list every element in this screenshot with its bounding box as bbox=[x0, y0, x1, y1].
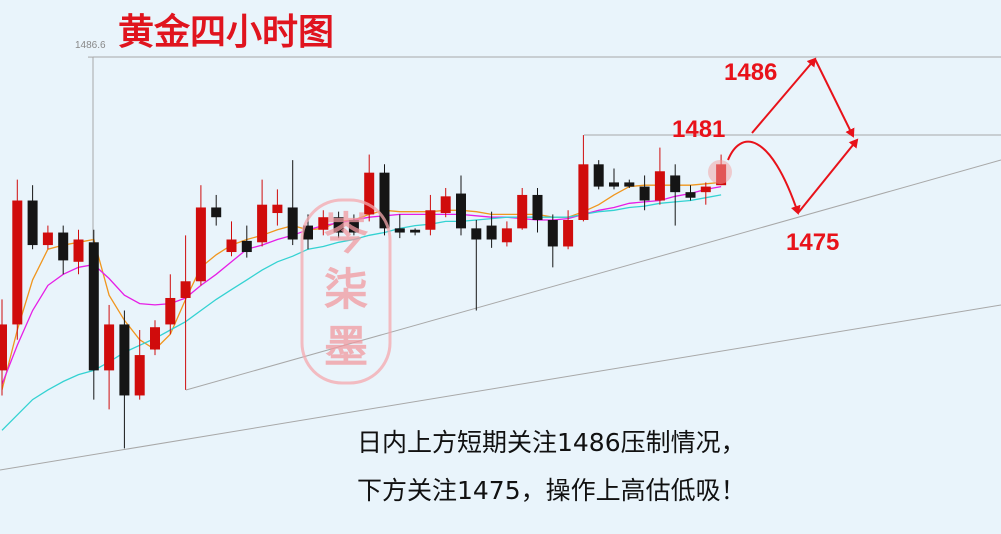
candle-body bbox=[333, 217, 344, 233]
candle-body bbox=[685, 192, 696, 198]
candle-body bbox=[563, 220, 574, 247]
candle-body bbox=[27, 200, 38, 246]
candle-body bbox=[226, 239, 237, 253]
candle-body bbox=[272, 204, 283, 214]
candle-body bbox=[532, 194, 543, 221]
candle-body bbox=[104, 324, 115, 371]
watermark-char: 柒 bbox=[324, 265, 368, 316]
candle-body bbox=[0, 324, 7, 371]
ma-line bbox=[1, 185, 722, 385]
candle-body bbox=[609, 182, 619, 187]
candle-body bbox=[639, 186, 650, 201]
plot bbox=[0, 135, 727, 449]
candle-body bbox=[348, 220, 359, 233]
candle-body bbox=[42, 232, 53, 246]
watermark-char: 岑 bbox=[324, 209, 369, 260]
watermark-frame bbox=[300, 198, 392, 385]
candle-body bbox=[119, 324, 130, 396]
candle-body bbox=[88, 242, 99, 371]
arrow bbox=[751, 57, 817, 134]
forecast-arrows bbox=[727, 57, 859, 215]
arrow bbox=[797, 138, 859, 214]
candle-body bbox=[211, 207, 222, 218]
candle-body bbox=[364, 172, 375, 215]
trend-line bbox=[185, 159, 1001, 391]
candle-body bbox=[257, 204, 268, 243]
candle-body bbox=[624, 182, 635, 187]
candle-body bbox=[700, 186, 711, 193]
ma-line bbox=[1, 181, 722, 391]
trend-line bbox=[0, 304, 1001, 471]
candle-body bbox=[593, 164, 604, 187]
candle-body bbox=[12, 200, 23, 325]
candle-body bbox=[501, 228, 512, 243]
candle-body bbox=[471, 228, 482, 240]
candle-body bbox=[303, 225, 313, 240]
note-text: 日内上方短期关注1486压制情况， bbox=[357, 428, 746, 457]
annotation: 1481 bbox=[672, 116, 725, 143]
candle-body bbox=[287, 207, 298, 240]
chart-title: 黄金四小时图 bbox=[118, 11, 334, 53]
y-tick-label: 1486.6 bbox=[75, 40, 106, 51]
watermark-char: 墨 bbox=[324, 322, 368, 373]
arrow bbox=[814, 58, 855, 138]
candle-body bbox=[486, 225, 497, 240]
candle-body bbox=[134, 355, 145, 396]
candle-body bbox=[150, 327, 160, 350]
candle-body bbox=[425, 210, 436, 230]
annotation: 1486 bbox=[724, 59, 777, 86]
candle-body bbox=[73, 239, 84, 262]
candle-body bbox=[456, 193, 466, 229]
candle-body bbox=[517, 194, 528, 229]
candle-body bbox=[318, 217, 329, 230]
candle-body bbox=[394, 228, 405, 233]
candle-body bbox=[654, 171, 665, 201]
annotation: 1475 bbox=[786, 229, 839, 256]
candle-body bbox=[195, 207, 206, 282]
guide-lines bbox=[0, 56, 1001, 471]
candle-body bbox=[165, 297, 176, 325]
candle-body bbox=[241, 240, 252, 253]
candle-body bbox=[379, 172, 390, 229]
candle-body bbox=[58, 232, 69, 261]
candle-body bbox=[180, 281, 191, 298]
highlight bbox=[708, 160, 732, 184]
candle-body bbox=[578, 164, 589, 221]
note-text: 下方关注1475，操作上高估低吸！ bbox=[357, 476, 746, 505]
watermark: 岑 柒 墨 bbox=[300, 198, 392, 385]
candle-body bbox=[670, 175, 681, 193]
arrow bbox=[727, 140, 801, 215]
candle-body bbox=[410, 229, 421, 233]
candle-body bbox=[547, 220, 558, 247]
candle-body bbox=[440, 196, 451, 214]
